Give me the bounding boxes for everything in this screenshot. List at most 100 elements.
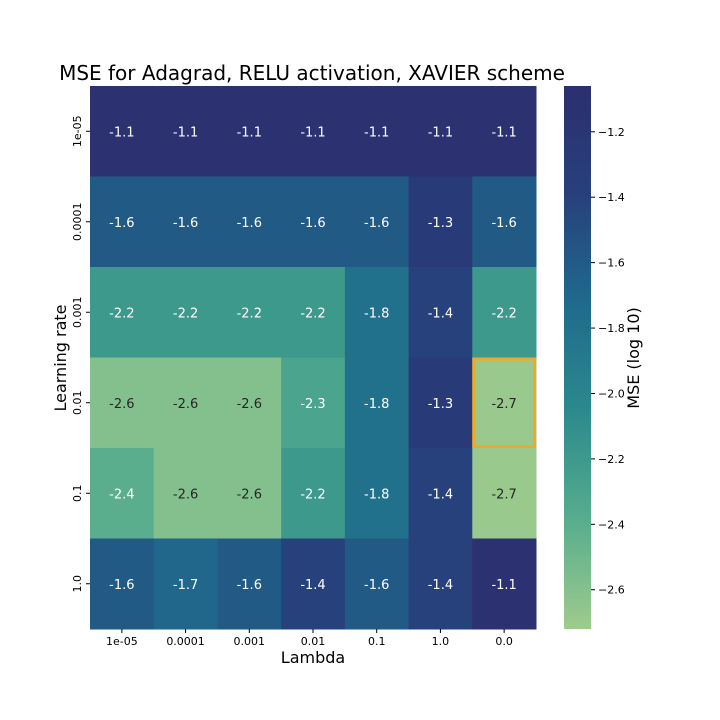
heatmap-cell xyxy=(153,267,218,358)
cell-value-label: -2.2 xyxy=(491,306,516,321)
colorbar-tick-label: −1.6 xyxy=(598,257,625,270)
y-axis-label: Learning rate xyxy=(51,304,70,411)
heatmap-cell xyxy=(344,86,410,177)
x-axis-label: Lambda xyxy=(281,648,345,667)
cell-value-label: -1.6 xyxy=(173,216,198,231)
heatmap-cell xyxy=(408,538,473,630)
chart-title: MSE for Adagrad, RELU activation, XAVIER… xyxy=(59,61,565,85)
cell-value-label: -1.4 xyxy=(300,578,325,593)
heatmap-cell xyxy=(90,176,155,268)
y-tick-label: 1e-05 xyxy=(71,115,84,147)
x-tick-label: 0.001 xyxy=(234,635,266,648)
heatmap-cell xyxy=(281,267,346,358)
heatmap-cell xyxy=(344,538,410,630)
cell-value-label: -2.6 xyxy=(109,397,134,412)
cell-value-label: -2.7 xyxy=(491,397,516,412)
x-tick-label: 1e-05 xyxy=(106,635,138,648)
cell-value-label: -2.6 xyxy=(173,487,198,502)
heatmap-cell xyxy=(281,538,346,630)
heatmap-cell xyxy=(153,538,218,630)
cell-value-label: -1.8 xyxy=(364,487,389,502)
heatmap-cell xyxy=(472,176,537,268)
heatmap-cell xyxy=(90,538,155,630)
cell-value-label: -1.6 xyxy=(109,578,134,593)
cell-value-label: -1.8 xyxy=(364,397,389,412)
colorbar-tick-label: −2.2 xyxy=(598,453,625,466)
highlight-box xyxy=(472,357,536,448)
cell-value-label: -1.1 xyxy=(491,125,516,140)
heatmap-cell xyxy=(90,448,155,539)
heatmap-cell xyxy=(281,176,346,268)
heatmap-cell xyxy=(281,86,346,177)
cell-value-label: -2.2 xyxy=(173,306,198,321)
colorbar-tick-label: −1.2 xyxy=(598,126,625,139)
cell-value-label: -2.6 xyxy=(237,487,262,502)
cell-value-label: -2.6 xyxy=(237,397,262,412)
heatmap-cell xyxy=(90,267,155,358)
heatmap-cell xyxy=(344,267,410,358)
heatmap-cell xyxy=(408,448,473,539)
cell-value-label: -1.4 xyxy=(428,306,453,321)
x-tick-label: 0.1 xyxy=(368,635,386,648)
cell-value-label: -1.1 xyxy=(300,125,325,140)
heatmap-cell xyxy=(408,357,473,449)
colorbar-tick-label: −2.6 xyxy=(598,584,625,597)
heatmap-cell xyxy=(217,86,282,177)
cell-value-label: -1.1 xyxy=(237,125,262,140)
y-tick-label: 0.01 xyxy=(71,391,84,416)
heatmap-cell xyxy=(153,176,218,268)
heatmap-cell xyxy=(472,267,537,358)
x-tick-label: 0.0001 xyxy=(166,635,205,648)
colorbar-ticks: −1.2 −1.4 −1.6 −1.8 −2.0 −2.2 −2.4 −2.6 xyxy=(591,126,625,597)
colorbar xyxy=(564,86,591,629)
cell-value-label: -1.6 xyxy=(300,216,325,231)
colorbar-label: MSE (log 10) xyxy=(624,307,643,408)
colorbar-tick-label: −2.0 xyxy=(598,387,625,400)
heatmap-cell xyxy=(90,357,155,449)
x-tick-label: 0.01 xyxy=(301,635,326,648)
heatmap-cell xyxy=(472,448,537,539)
cell-value-label: -2.2 xyxy=(300,306,325,321)
heatmap-cell xyxy=(281,448,346,539)
cell-value-label: -1.4 xyxy=(428,487,453,502)
x-tick-label: 0.0 xyxy=(495,635,513,648)
heatmap-cells: -1.1 -1.1 -1.1 -1.1 -1.1 -1.1 -1.1 -1.6 -1.6 -1.6… xyxy=(90,86,537,630)
heatmap-cell xyxy=(217,538,282,630)
x-tick-label: 1.0 xyxy=(432,635,450,648)
heatmap-cell xyxy=(217,357,282,449)
heatmap-cell xyxy=(344,176,410,268)
cell-value-label: -1.1 xyxy=(428,125,453,140)
cell-value-label: -2.6 xyxy=(173,397,198,412)
cell-value-label: -2.2 xyxy=(109,306,134,321)
heatmap-cell xyxy=(408,86,473,177)
heatmap-cell xyxy=(217,448,282,539)
cell-value-label: -1.1 xyxy=(491,578,516,593)
heatmap-cell xyxy=(472,357,537,449)
heatmap-cell xyxy=(408,176,473,268)
cell-value-label: -1.6 xyxy=(109,216,134,231)
colorbar-tick-label: −2.4 xyxy=(598,518,625,531)
cell-value-label: -1.6 xyxy=(364,216,389,231)
cell-value-label: -1.4 xyxy=(428,578,453,593)
y-axis-ticks: 1e-05 0.0001 0.001 0.01 0.1 1.0 xyxy=(71,115,90,593)
cell-value-label: -2.7 xyxy=(491,487,516,502)
x-axis-ticks: 1e-05 0.0001 0.001 0.01 0.1 1.0 0.0 xyxy=(106,629,513,648)
cell-value-label: -2.2 xyxy=(237,306,262,321)
cell-value-label: -1.6 xyxy=(364,578,389,593)
y-tick-label: 1.0 xyxy=(71,575,84,593)
cell-value-label: -1.3 xyxy=(428,216,453,231)
cell-value-label: -1.8 xyxy=(364,306,389,321)
cell-value-label: -1.7 xyxy=(173,578,198,593)
y-tick-label: 0.0001 xyxy=(71,203,84,242)
y-tick-label: 0.1 xyxy=(71,485,84,503)
heatmap-cell xyxy=(90,86,155,177)
heatmap-cell xyxy=(153,86,218,177)
cell-value-label: -2.3 xyxy=(300,397,325,412)
colorbar-tick-label: −1.8 xyxy=(598,322,625,335)
heatmap-cell xyxy=(153,448,218,539)
heatmap-cell xyxy=(472,538,537,630)
heatmap-cell xyxy=(344,357,410,449)
heatmap-cell xyxy=(472,86,537,177)
cell-value-label: -1.1 xyxy=(109,125,134,140)
